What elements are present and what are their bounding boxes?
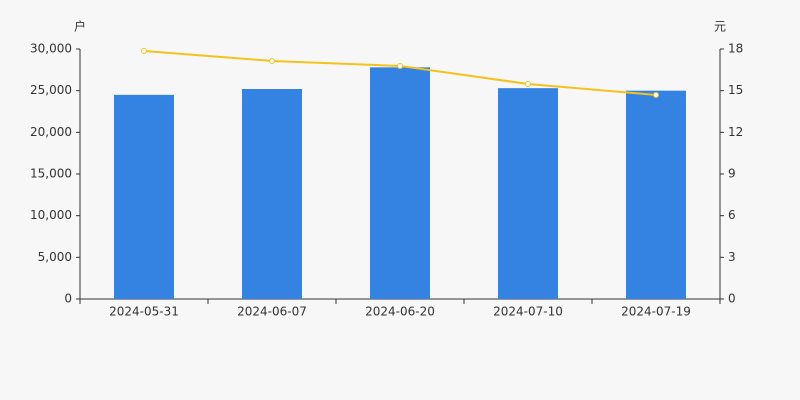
x-tick-label: 2024-07-19 [621,305,691,319]
y-tick-label: 0 [64,292,72,306]
y2-axis-title: 元 [714,20,726,34]
line-point [525,81,531,87]
y-tick-label: 10,000 [30,208,72,222]
bar [626,90,686,300]
line-point [397,62,403,69]
x-tick-label: 2024-06-07 [237,305,307,319]
x-tick-label: 2024-07-10 [493,305,563,319]
x-tick-label: 2024-06-20 [365,305,435,319]
y2-tick-label: 18 [728,42,743,56]
bar [114,94,174,299]
line-point [269,57,275,64]
line-point [653,91,659,98]
y-tick-label: 5,000 [38,250,72,264]
y2-tick-label: 0 [728,292,736,306]
y2-tick-label: 6 [728,208,736,222]
y2-tick-label: 3 [728,250,736,264]
line-point [141,47,147,54]
x-tick-label: 2024-05-31 [109,305,179,319]
y-tick-label: 15,000 [30,167,72,181]
bar [370,67,430,299]
y-tick-label: 25,000 [30,83,72,97]
y-tick-label: 20,000 [30,125,72,139]
bar [498,88,558,300]
y-tick-label: 30,000 [30,42,72,56]
y2-tick-label: 9 [728,167,736,181]
y2-tick-label: 12 [728,125,743,139]
y2-tick-label: 15 [728,83,743,97]
bar [242,89,302,299]
y-axis-title: 户 [74,19,86,34]
